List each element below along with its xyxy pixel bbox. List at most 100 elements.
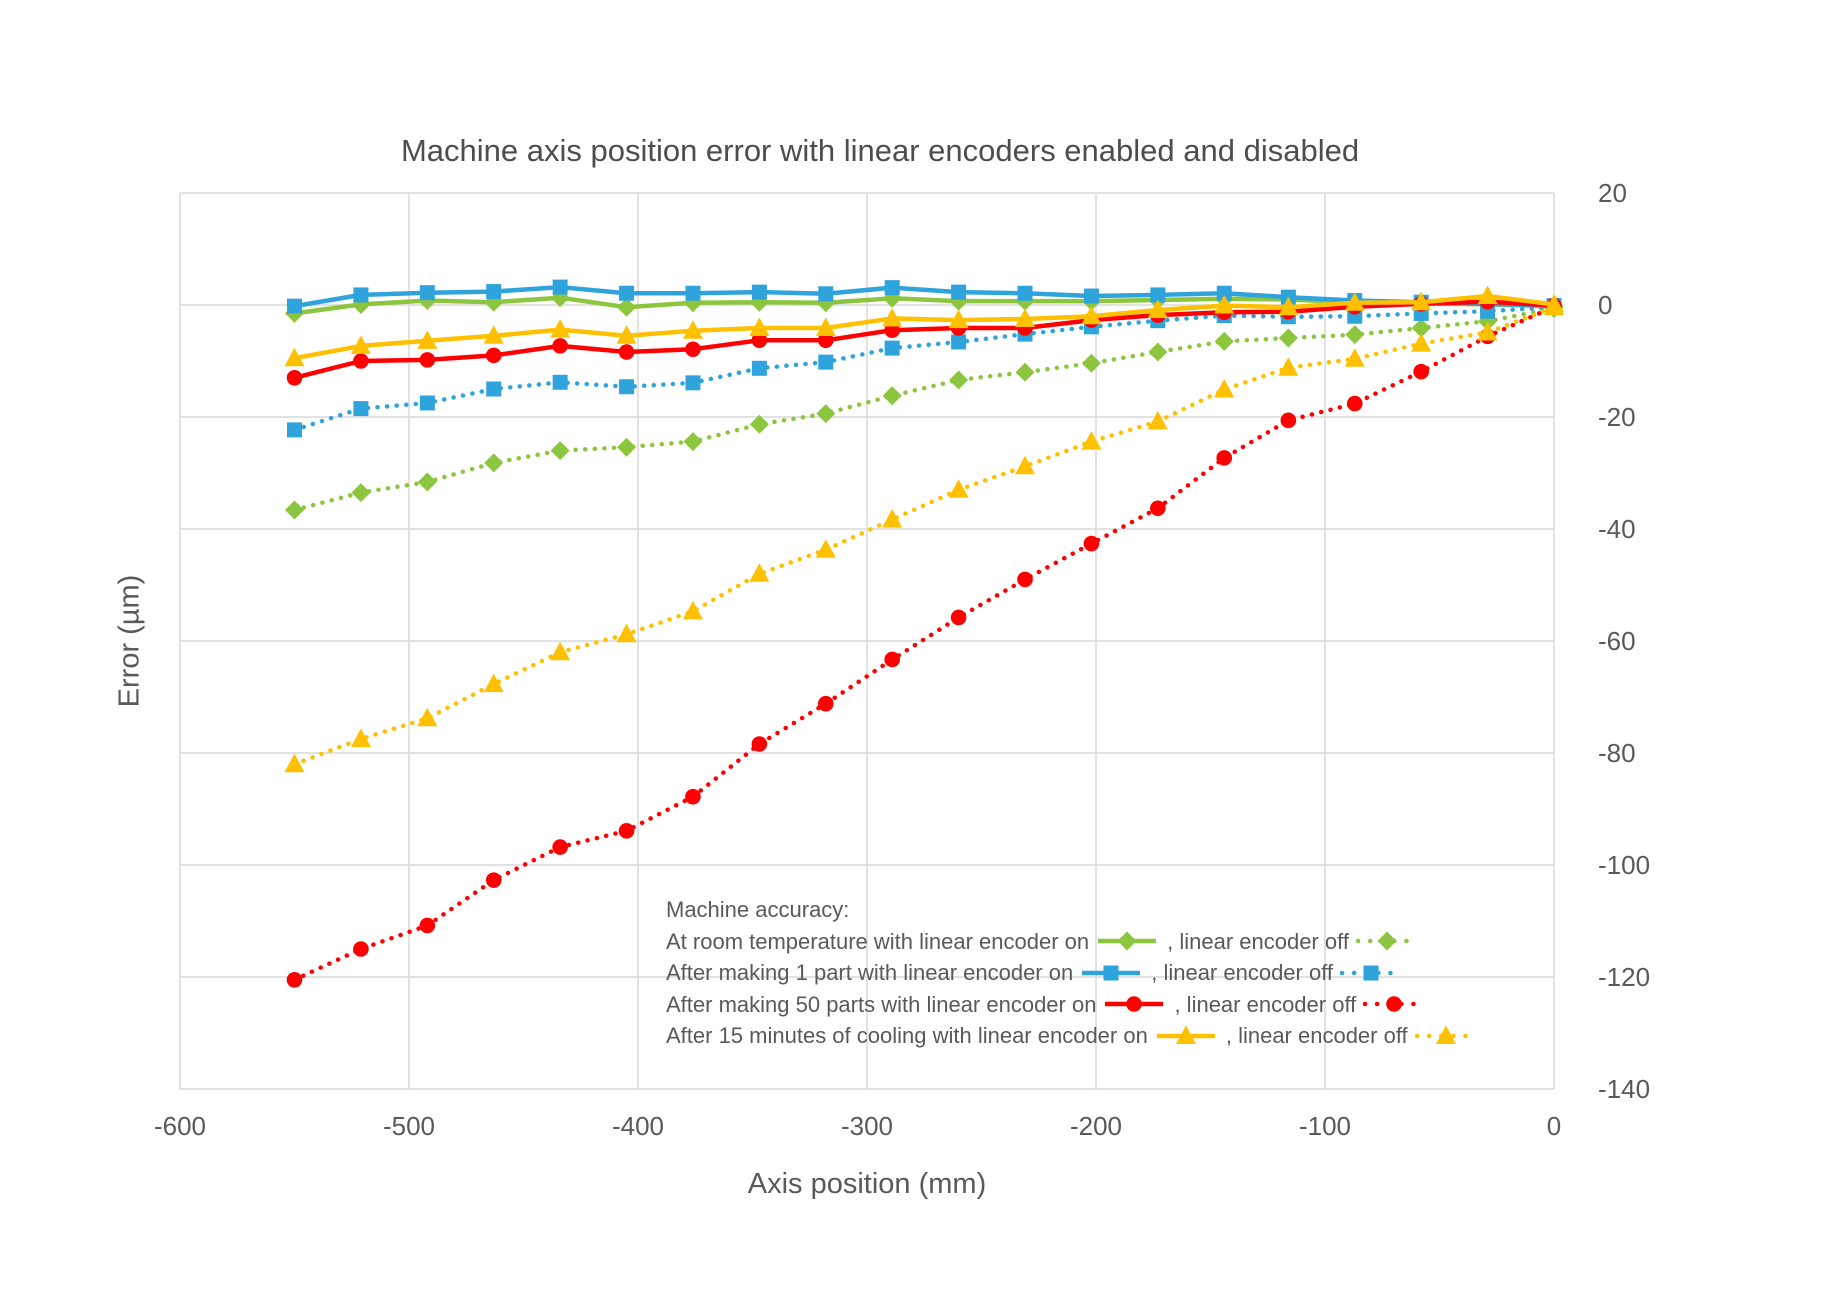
marker-triangle <box>682 600 703 620</box>
marker-triangle <box>616 325 637 344</box>
marker-circle <box>552 338 568 354</box>
legend: Machine accuracy: At room temperature wit… <box>666 894 1484 1052</box>
legend-sample-solid <box>1098 931 1157 951</box>
marker-circle <box>485 347 502 364</box>
marker-triangle <box>1015 308 1036 327</box>
marker-triangle <box>1015 455 1036 475</box>
series-room-temp-encoder-off <box>285 298 1564 520</box>
marker-circle <box>286 972 303 988</box>
x-tick-label: 0 <box>1547 1111 1561 1141</box>
marker-triangle <box>1147 410 1168 430</box>
y-tick-label: -100 <box>1598 850 1650 880</box>
x-tick-label: -500 <box>383 1111 435 1141</box>
legend-label-off: , linear encoder off <box>1167 928 1349 954</box>
marker-triangle <box>948 309 969 329</box>
marker-diamond <box>417 472 437 492</box>
marker-triangle <box>1278 296 1299 316</box>
legend-label-off: , linear encoder off <box>1151 960 1334 985</box>
marker-triangle <box>815 539 836 558</box>
marker-circle <box>685 341 701 358</box>
marker-diamond <box>1015 362 1035 382</box>
legend-row: After making 1 part with linear encoder … <box>666 957 1484 989</box>
marker-diamond <box>285 500 304 520</box>
marker-square <box>884 280 900 296</box>
marker-triangle <box>483 325 504 344</box>
marker-triangle <box>550 319 571 338</box>
marker-circle <box>884 651 900 668</box>
marker-square <box>951 284 967 300</box>
marker-circle <box>1346 395 1363 412</box>
marker-triangle <box>417 330 438 349</box>
marker-square <box>1363 965 1379 981</box>
marker-circle <box>552 839 568 855</box>
marker-triangle <box>749 563 770 582</box>
marker-square <box>1083 288 1099 304</box>
x-axis-title: Axis position (mm) <box>747 1168 987 1200</box>
marker-triangle <box>1214 295 1235 314</box>
marker-square <box>751 284 767 300</box>
marker-circle <box>618 344 635 360</box>
series-line <box>292 306 1557 513</box>
x-tick-label: -400 <box>612 1111 664 1141</box>
marker-square <box>419 285 435 301</box>
marker-circle <box>419 352 436 368</box>
series-cooling-encoder-off <box>284 296 1564 773</box>
series-line <box>292 304 1557 983</box>
marker-triangle <box>948 479 969 498</box>
x-tick-label: -600 <box>154 1111 206 1141</box>
marker-triangle <box>882 508 903 528</box>
marker-triangle <box>1411 291 1432 311</box>
marker-square <box>1216 285 1232 301</box>
marker-square <box>486 284 502 300</box>
marker-circle <box>1413 363 1429 380</box>
marker-square <box>818 286 834 302</box>
marker-triangle <box>1214 379 1235 398</box>
series-fifty-parts-encoder-on <box>286 293 1562 386</box>
marker-circle <box>1150 500 1166 517</box>
series-line <box>294 284 1555 309</box>
marker-triangle <box>749 317 770 336</box>
marker-triangle <box>284 347 305 367</box>
legend-label-on: After 15 minutes of cooling with linear … <box>666 1023 1148 1048</box>
x-tick-label: -300 <box>841 1111 893 1141</box>
y-tick-label: -60 <box>1598 626 1636 656</box>
marker-diamond <box>484 453 504 473</box>
legend-row: After 15 minutes of cooling with linear … <box>666 1020 1484 1052</box>
y-tick-label: -80 <box>1598 738 1636 768</box>
marker-triangle <box>1344 348 1365 367</box>
marker-triangle <box>682 320 703 339</box>
marker-circle <box>1126 996 1143 1013</box>
marker-diamond <box>1411 318 1431 338</box>
marker-square <box>486 381 502 397</box>
marker-square <box>1103 965 1119 981</box>
marker-triangle <box>483 673 504 693</box>
marker-triangle <box>350 335 371 354</box>
series-fifty-parts-encoder-off <box>286 298 1562 988</box>
legend-sample-dashed <box>1363 996 1426 1013</box>
legend-sample-dashed <box>1340 965 1403 981</box>
marker-triangle <box>616 623 637 643</box>
marker-square <box>751 360 767 376</box>
marker-triangle <box>350 728 371 747</box>
y-tick-label: -20 <box>1598 402 1636 432</box>
legend-sample-dashed <box>1414 1025 1477 1044</box>
marker-circle <box>419 917 436 934</box>
marker-triangle <box>1477 321 1498 341</box>
marker-square <box>1017 285 1033 301</box>
legend-label-off: , linear encoder off <box>1174 991 1357 1017</box>
marker-triangle <box>1175 1025 1196 1044</box>
marker-triangle <box>882 307 903 327</box>
marker-square <box>884 340 900 356</box>
marker-diamond <box>949 370 969 390</box>
marker-square <box>685 375 701 391</box>
marker-triangle <box>815 317 836 336</box>
marker-square <box>287 298 302 314</box>
marker-triangle <box>1081 305 1102 325</box>
marker-circle <box>817 332 834 349</box>
marker-diamond <box>749 414 769 434</box>
series-line <box>292 304 1557 433</box>
marker-circle <box>685 788 701 805</box>
x-tick-label: -100 <box>1299 1111 1351 1141</box>
